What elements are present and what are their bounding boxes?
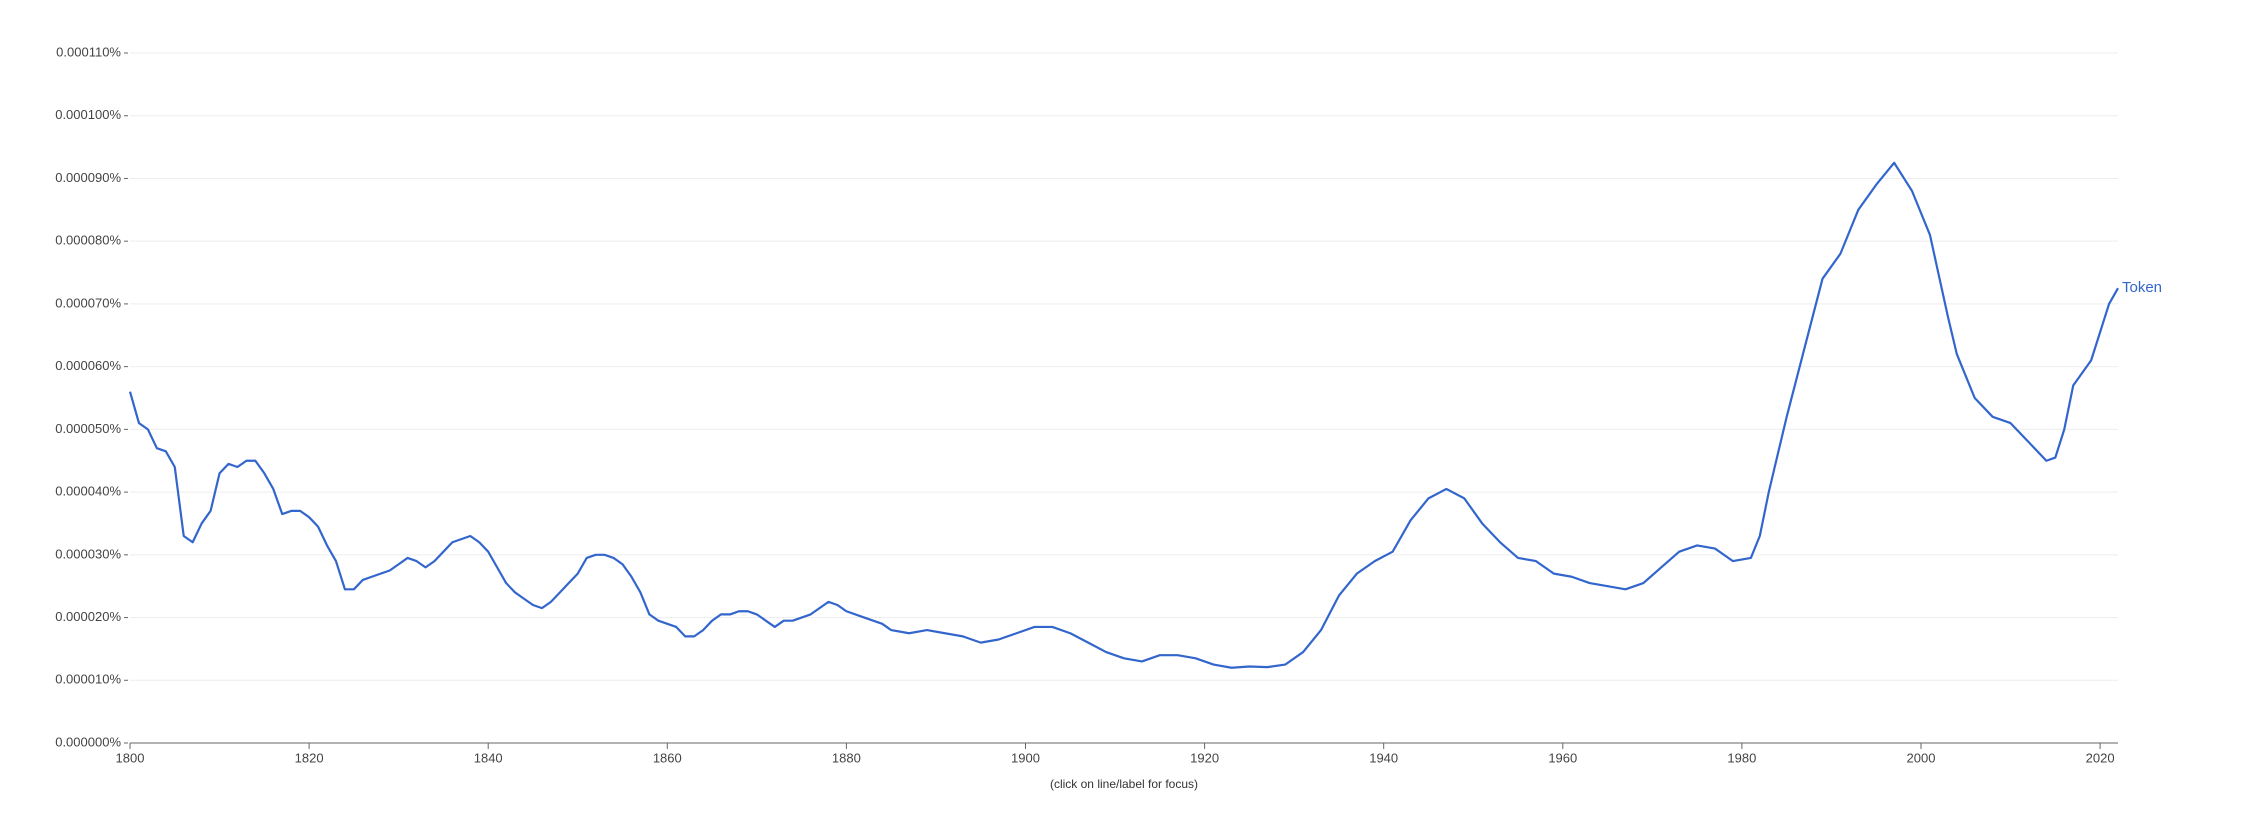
x-tick-label: 1820 [295,750,324,765]
x-tick-label: 1920 [1190,750,1219,765]
x-tick-label: 1800 [116,750,145,765]
x-tick-label: 2020 [2086,750,2115,765]
y-tick-label: 0.000060% [55,358,121,373]
note: (click on line/label for focus) [1050,777,1198,791]
y-tick-label: 0.000110% [56,44,121,59]
y-tick-label: 0.000020% [55,609,121,624]
x-tick-label: 1860 [653,750,682,765]
x-tick-label: 1940 [1369,750,1398,765]
x-tick-label: 1980 [1727,750,1756,765]
y-tick-label: 0.000090% [55,170,121,185]
y-tick-label: 0.000070% [55,295,121,310]
y-tick-label: 0.000000% [55,734,121,749]
x-tick-label: 1880 [832,750,861,765]
y-tick-label: 0.000010% [55,672,121,687]
x-tick-label: 1960 [1548,750,1577,765]
y-tick-label: 0.000100% [55,107,121,122]
y-tick-label: 0.000050% [55,421,121,436]
y-tick-label: 0.000040% [55,484,121,499]
series-line[interactable] [128,161,2119,669]
x-tick-label: 1840 [474,750,503,765]
series-label[interactable]: Token [2122,279,2162,296]
x-tick-label: 1900 [1011,750,1040,765]
x-tick-label: 2000 [1907,750,1936,765]
y-tick-label: 0.000030% [55,546,121,561]
y-tick-label: 0.000080% [55,233,121,248]
